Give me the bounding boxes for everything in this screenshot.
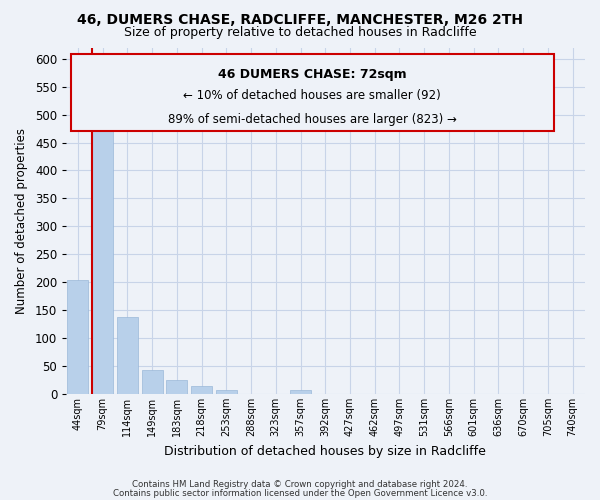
Text: ← 10% of detached houses are smaller (92): ← 10% of detached houses are smaller (92… [184, 89, 441, 102]
Bar [142, 370, 163, 394]
X-axis label: Distribution of detached houses by size in Radcliffe: Distribution of detached houses by size … [164, 444, 486, 458]
Bar [166, 380, 187, 394]
Text: 89% of semi-detached houses are larger (823) →: 89% of semi-detached houses are larger (… [168, 114, 457, 126]
Bar [117, 318, 138, 394]
FancyBboxPatch shape [71, 54, 554, 130]
Text: Contains HM Land Registry data © Crown copyright and database right 2024.: Contains HM Land Registry data © Crown c… [132, 480, 468, 489]
Bar [67, 280, 88, 394]
Bar [92, 127, 113, 394]
Bar [191, 386, 212, 394]
Text: Contains public sector information licensed under the Open Government Licence v3: Contains public sector information licen… [113, 488, 487, 498]
Bar [290, 390, 311, 394]
Bar [216, 390, 237, 394]
Text: 46, DUMERS CHASE, RADCLIFFE, MANCHESTER, M26 2TH: 46, DUMERS CHASE, RADCLIFFE, MANCHESTER,… [77, 12, 523, 26]
Y-axis label: Number of detached properties: Number of detached properties [15, 128, 28, 314]
Text: 46 DUMERS CHASE: 72sqm: 46 DUMERS CHASE: 72sqm [218, 68, 407, 82]
Text: Size of property relative to detached houses in Radcliffe: Size of property relative to detached ho… [124, 26, 476, 39]
